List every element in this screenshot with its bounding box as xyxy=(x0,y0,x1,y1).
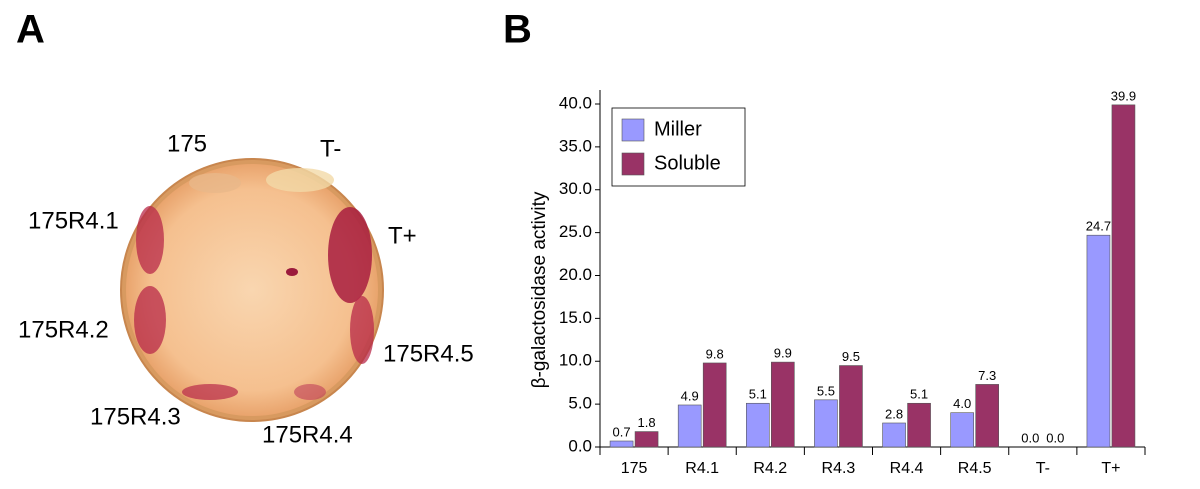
panel-label: A xyxy=(16,8,45,52)
strain-label: 175R4.5 xyxy=(383,340,474,367)
x-tick-label: R4.1 xyxy=(685,460,719,477)
legend-label: Miller xyxy=(654,118,702,140)
strain-label: 175R4.4 xyxy=(262,421,353,448)
y-tick-label: 10.0 xyxy=(559,351,592,370)
y-tick-label: 40.0 xyxy=(559,93,592,112)
value-label: 9.5 xyxy=(842,349,860,364)
x-tick-label: R4.3 xyxy=(822,460,856,477)
bar xyxy=(746,402,770,448)
x-tick-label: 175 xyxy=(621,460,648,477)
value-label: 5.1 xyxy=(910,387,928,402)
bar xyxy=(634,431,659,448)
value-label: 39.9 xyxy=(1111,88,1136,103)
y-tick-label: 20.0 xyxy=(559,265,592,284)
value-label: 5.1 xyxy=(749,387,767,402)
value-label: 4.9 xyxy=(681,388,699,403)
value-label: 7.3 xyxy=(978,368,996,383)
bar xyxy=(1086,234,1111,448)
strain-label: 175 xyxy=(167,130,207,157)
value-label: 2.8 xyxy=(885,406,903,421)
strain-label: T+ xyxy=(388,222,417,249)
legend-label: Soluble xyxy=(654,152,721,174)
value-label: 24.7 xyxy=(1086,219,1111,234)
x-tick-label: T- xyxy=(1036,460,1050,477)
bar xyxy=(677,404,702,448)
bar xyxy=(975,384,999,448)
y-tick-label: 25.0 xyxy=(559,222,592,241)
bar xyxy=(771,361,795,448)
petri-dish xyxy=(120,158,384,422)
y-tick-label: 0.0 xyxy=(568,436,592,455)
y-tick-label: 35.0 xyxy=(559,136,592,155)
bar xyxy=(882,422,906,448)
bar xyxy=(702,362,727,448)
x-tick-label: T+ xyxy=(1101,460,1120,477)
x-tick-label: R4.5 xyxy=(958,460,992,477)
strain-label: 175R4.1 xyxy=(28,207,119,234)
value-label: 1.8 xyxy=(638,415,656,430)
bar xyxy=(1111,104,1136,448)
y-tick-label: 5.0 xyxy=(568,394,592,413)
value-label: 5.5 xyxy=(817,383,835,398)
strain-label: 175R4.3 xyxy=(90,403,181,430)
strain-label: 175R4.2 xyxy=(18,316,109,343)
value-label: 9.9 xyxy=(774,346,792,361)
bar xyxy=(950,412,974,448)
value-label: 9.8 xyxy=(706,346,724,361)
panel-label: B xyxy=(503,8,532,52)
y-tick-label: 30.0 xyxy=(559,179,592,198)
bar xyxy=(814,399,838,448)
y-tick-label: 15.0 xyxy=(559,308,592,327)
bar xyxy=(907,402,931,448)
legend-swatch xyxy=(621,152,645,176)
value-label: 0.0 xyxy=(1021,430,1039,445)
legend-swatch xyxy=(621,118,645,142)
y-axis-title: β-galactosidase activity xyxy=(529,191,550,388)
strain-label: T- xyxy=(320,135,341,162)
x-tick-label: R4.4 xyxy=(890,460,924,477)
value-label: 0.7 xyxy=(613,424,631,439)
value-label: 4.0 xyxy=(953,396,971,411)
x-tick-label: R4.2 xyxy=(753,460,787,477)
value-label: 0.0 xyxy=(1046,430,1064,445)
bar xyxy=(609,440,634,448)
bar xyxy=(839,365,863,448)
